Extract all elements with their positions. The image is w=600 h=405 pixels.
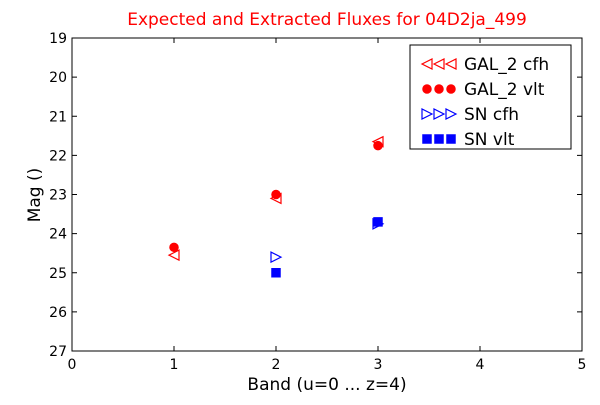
legend-label: GAL_2 vlt (464, 80, 545, 100)
legend-marker (422, 134, 432, 144)
data-point-gal-2-vlt (373, 140, 383, 151)
x-tick-label: 3 (374, 357, 383, 373)
legend-label: GAL_2 cfh (464, 55, 549, 75)
data-point-sn-cfh (270, 251, 283, 264)
x-tick-label: 2 (272, 357, 281, 373)
data-point-sn-vlt (271, 268, 281, 278)
x-tick-label: 1 (170, 357, 179, 373)
legend-label: SN vlt (464, 130, 515, 150)
legend-marker (433, 108, 446, 120)
x-axis-label: Band (u=0 ... z=4) (247, 375, 406, 395)
chart-title: Expected and Extracted Fluxes for 04D2ja… (127, 10, 527, 30)
y-tick-label: 25 (49, 266, 67, 282)
legend-marker (445, 108, 458, 120)
y-tick-label: 23 (49, 188, 67, 204)
legend-marker (422, 84, 432, 94)
y-tick-label: 21 (49, 109, 67, 125)
legend-marker (446, 134, 456, 144)
x-tick-label: 0 (68, 357, 77, 373)
legend-label: SN cfh (464, 105, 519, 125)
x-tick-label: 4 (476, 357, 485, 373)
data-point-gal-2-vlt (169, 242, 179, 253)
legend-marker (434, 134, 444, 144)
data-point-gal-2-cfh (167, 249, 180, 262)
y-tick-label: 22 (49, 148, 67, 164)
legend-marker (421, 108, 434, 120)
y-tick-label: 24 (49, 227, 67, 243)
x-tick-label: 5 (578, 357, 587, 373)
y-tick-label: 19 (49, 31, 67, 47)
data-point-sn-vlt (373, 217, 383, 227)
legend-marker (444, 58, 457, 70)
data-point-gal-2-vlt (271, 189, 281, 200)
legend-marker (432, 58, 445, 70)
legend-marker (446, 84, 456, 94)
data-points (167, 135, 385, 278)
y-axis-label: Mag () (25, 168, 45, 223)
legend-marker (434, 84, 444, 94)
y-tick-label: 26 (49, 305, 67, 321)
legend: GAL_2 cfh GAL_2 vlt SN cfh SN vlt (409, 44, 572, 150)
y-tick-label: 20 (49, 70, 67, 86)
y-tick-label: 27 (49, 344, 67, 360)
legend-marker (420, 58, 433, 70)
